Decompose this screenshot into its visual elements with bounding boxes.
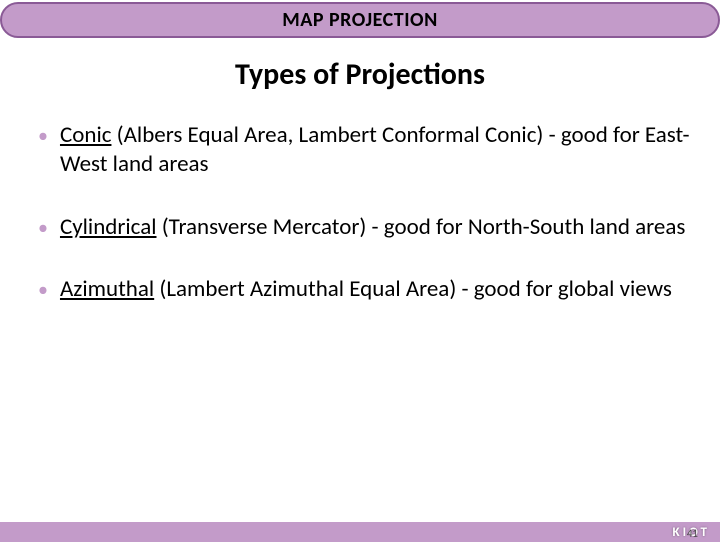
header-bar: MAP PROJECTION xyxy=(0,2,720,38)
bullet-marker-icon: • xyxy=(38,216,48,241)
bullet-marker-icon: • xyxy=(38,278,48,303)
bullet-text: Conic (Albers Equal Area, Lambert Confor… xyxy=(60,121,690,179)
bullet-item: • Conic (Albers Equal Area, Lambert Conf… xyxy=(38,121,690,179)
page-number: 41 xyxy=(687,527,698,540)
bullet-term: Conic xyxy=(60,121,111,149)
bullet-item: • Azimuthal (Lambert Azimuthal Equal Are… xyxy=(38,275,690,304)
bullet-rest: (Transverse Mercator) - good for North-S… xyxy=(157,213,686,241)
content-area: • Conic (Albers Equal Area, Lambert Conf… xyxy=(0,121,720,304)
footer-bar: KIOT xyxy=(0,522,720,542)
slide-subtitle: Types of Projections xyxy=(0,56,720,93)
bullet-term: Cylindrical xyxy=(60,213,157,241)
header-title: MAP PROJECTION xyxy=(282,8,438,32)
bullet-marker-icon: • xyxy=(38,124,48,149)
bullet-rest: (Albers Equal Area, Lambert Conformal Co… xyxy=(60,121,690,178)
bullet-text: Azimuthal (Lambert Azimuthal Equal Area)… xyxy=(60,275,690,304)
bullet-item: • Cylindrical (Transverse Mercator) - go… xyxy=(38,213,690,242)
bullet-rest: (Lambert Azimuthal Equal Area) - good fo… xyxy=(154,275,672,303)
bullet-term: Azimuthal xyxy=(60,275,154,303)
bullet-text: Cylindrical (Transverse Mercator) - good… xyxy=(60,213,690,242)
